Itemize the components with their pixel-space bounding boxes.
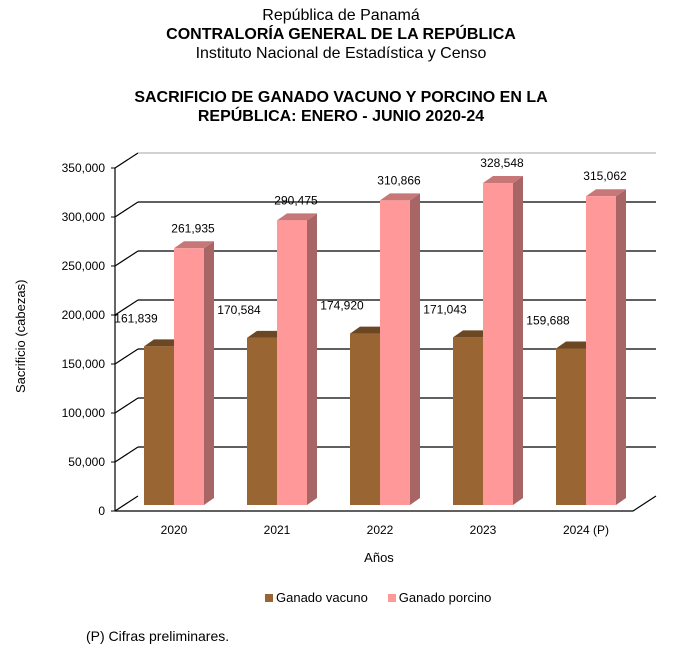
side-wall-line [114, 446, 139, 463]
header-country: República de Panamá [262, 7, 420, 24]
y-tick-label: 350,000 [62, 161, 106, 175]
x-tick-label: 2022 [367, 523, 394, 537]
y-tick-label: 200,000 [62, 308, 106, 322]
bar-vacuno [350, 333, 380, 505]
legend-swatch-porcino [387, 593, 396, 602]
bar-vacuno [556, 348, 586, 505]
bar-porcino [586, 196, 616, 505]
chart-title-line2: REPÚBLICA: ENERO - JUNIO 2020-24 [197, 108, 485, 125]
floor-front-edge [115, 495, 657, 512]
legend-swatch-vacuno [265, 593, 273, 602]
bar-porcino [277, 220, 307, 505]
bar-porcino-top [277, 213, 317, 221]
side-wall-line [114, 201, 139, 218]
chart-title-line1: SACRIFICIO DE GANADO VACUNO Y PORCINO EN… [134, 89, 548, 106]
data-label: 290,475 [274, 193, 318, 207]
side-wall-line [114, 397, 139, 414]
bar-porcino [380, 200, 410, 505]
bar-vacuno [247, 337, 277, 505]
legend-item-porcino: Ganado porcino [387, 590, 492, 605]
y-tick-label: 300,000 [62, 210, 106, 224]
bar-porcino-top [483, 176, 523, 184]
bar-porcino-side [616, 189, 626, 505]
legend-label-vacuno: Ganado vacuno [276, 590, 368, 605]
data-label: 328,548 [480, 156, 524, 170]
y-tick-label: 150,000 [62, 357, 106, 371]
data-label: 159,688 [526, 314, 570, 328]
data-label: 174,920 [320, 299, 364, 313]
x-tick-label: 2020 [161, 523, 188, 537]
x-axis-label: Años [364, 550, 394, 565]
bar-vacuno [144, 346, 174, 505]
y-tick-label: 250,000 [62, 259, 106, 273]
bar-porcino [174, 248, 204, 505]
data-label: 171,043 [423, 302, 467, 316]
data-label: 161,839 [114, 311, 158, 325]
side-wall-line [114, 250, 139, 267]
side-wall-line [114, 299, 139, 316]
footnote: (P) Cifras preliminares. [86, 628, 230, 644]
header-institution: CONTRALORÍA GENERAL DE LA REPÚBLICA [166, 26, 516, 43]
legend-label-porcino: Ganado porcino [398, 590, 492, 605]
x-tick-label: 2021 [264, 523, 291, 537]
bar-porcino-side [307, 213, 317, 505]
y-tick-label: 100,000 [62, 406, 106, 420]
x-tick-label: 2024 (P) [563, 523, 609, 537]
bar-porcino-side [204, 241, 214, 505]
legend: Ganado vacuno Ganado porcino [265, 590, 491, 605]
data-label: 315,062 [583, 169, 627, 183]
bar-porcino [483, 183, 513, 506]
side-wall-line [114, 495, 139, 512]
side-wall-line [114, 152, 139, 169]
y-axis-label: Sacrificio (cabezas) [13, 279, 28, 393]
bar-porcino-top [586, 189, 626, 197]
bar-porcino-top [174, 241, 214, 249]
x-tick-label: 2023 [470, 523, 497, 537]
header-institute: Instituto Nacional de Estadística y Cens… [195, 45, 487, 62]
bar-porcino-side [513, 176, 523, 506]
side-wall-line [114, 348, 139, 365]
data-label: 310,866 [377, 173, 421, 187]
y-tick-label: 0 [98, 504, 105, 518]
bar-vacuno [453, 337, 483, 505]
y-tick-label: 50,000 [68, 455, 105, 469]
data-label: 261,935 [171, 221, 215, 235]
data-label: 170,584 [217, 303, 261, 317]
bar-porcino-top [380, 193, 420, 201]
legend-item-vacuno: Ganado vacuno [265, 590, 368, 605]
bar-porcino-side [410, 193, 420, 505]
